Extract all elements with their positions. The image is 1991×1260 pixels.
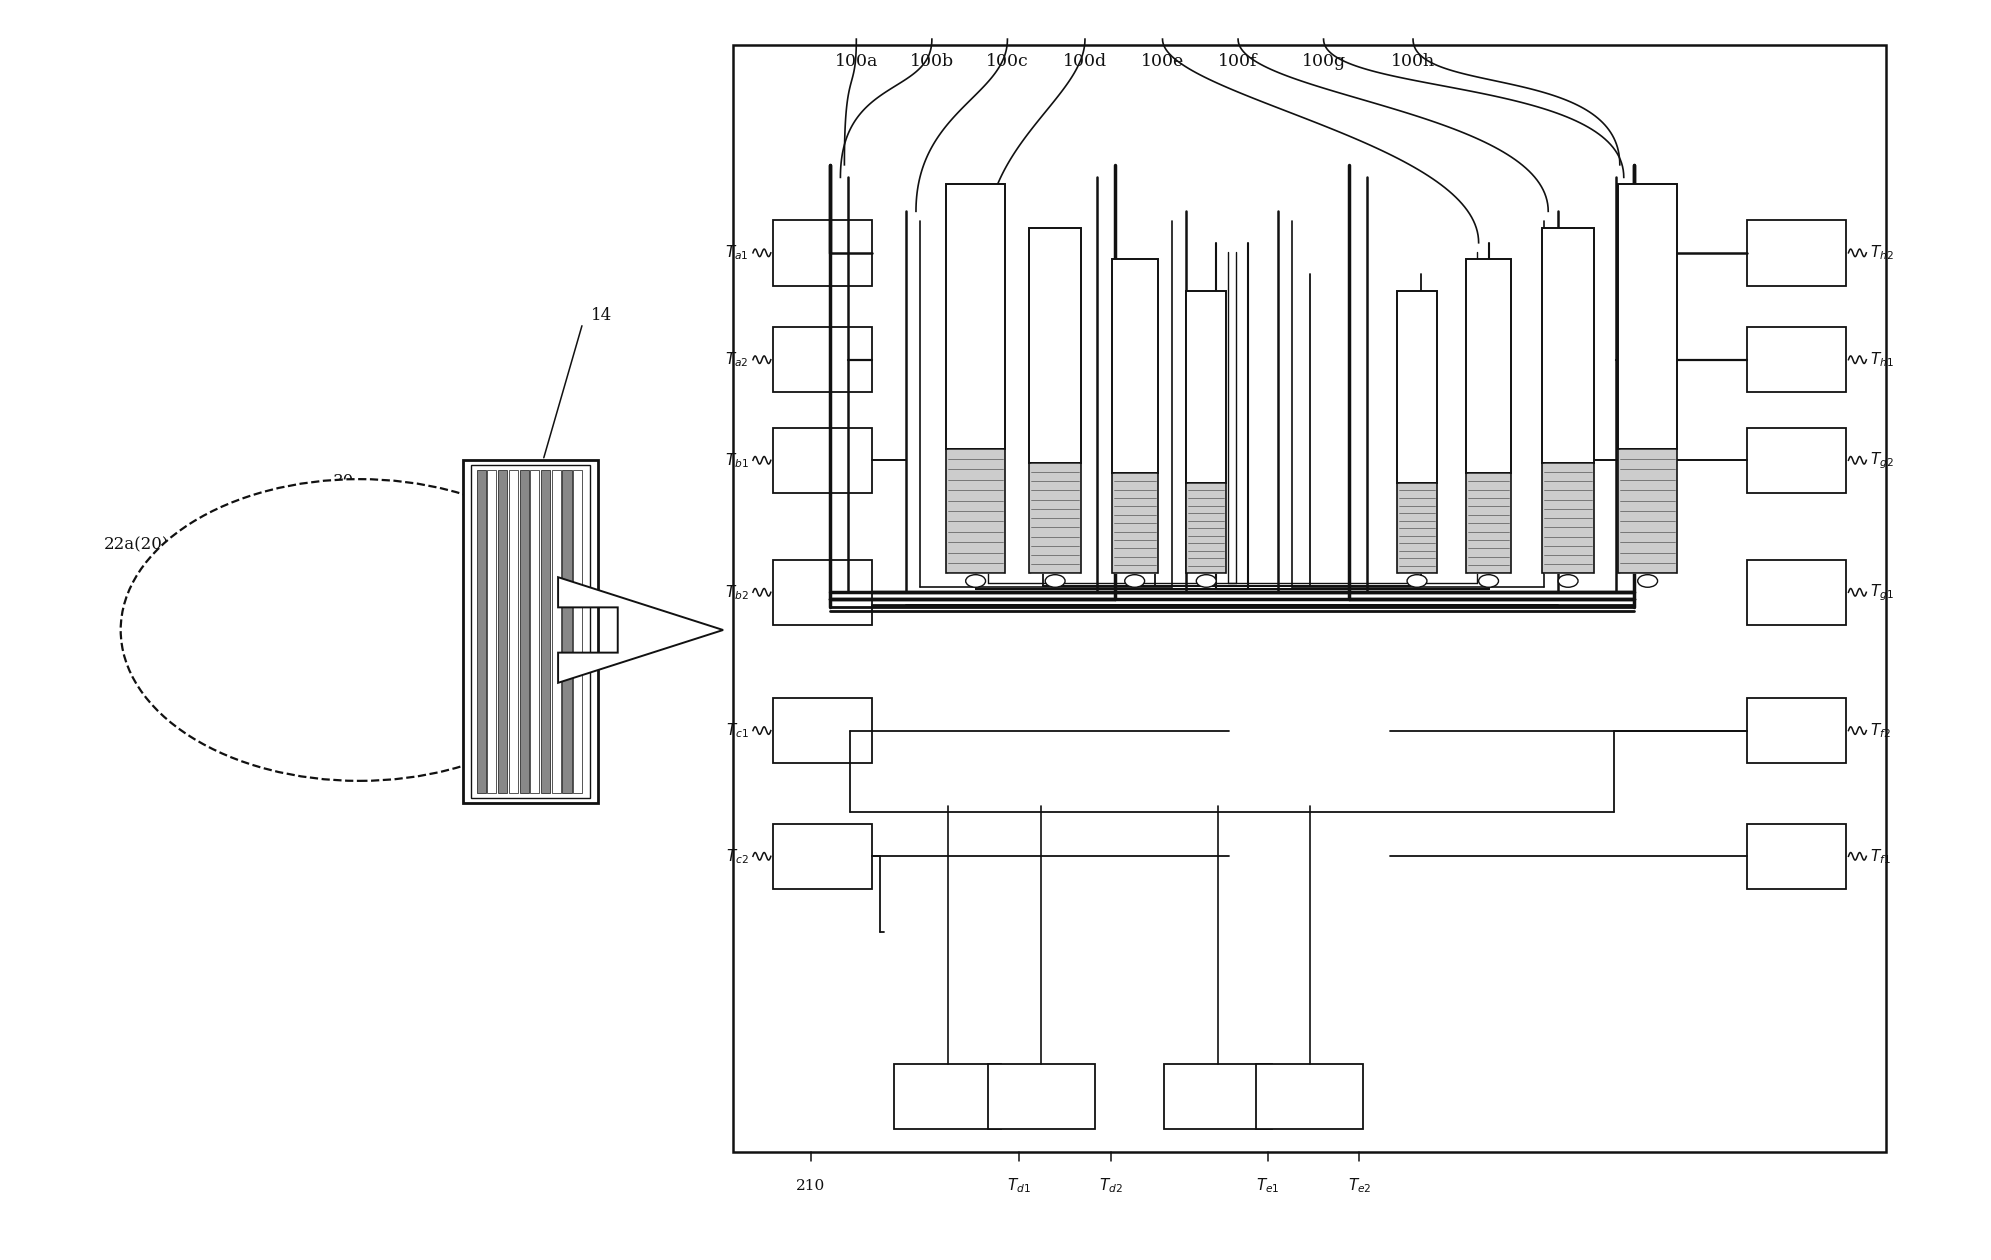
- Text: 100f: 100f: [1218, 53, 1258, 71]
- Bar: [894, 1063, 1001, 1129]
- Text: $T_{a2}$: $T_{a2}$: [725, 350, 749, 369]
- Bar: [1187, 291, 1226, 483]
- Bar: [733, 45, 1885, 1152]
- Bar: [573, 470, 581, 794]
- Bar: [1398, 483, 1438, 573]
- Bar: [530, 470, 540, 794]
- Text: $T_{b2}$: $T_{b2}$: [725, 583, 749, 601]
- Bar: [1746, 559, 1846, 625]
- Bar: [1029, 462, 1081, 573]
- Text: $T_{c1}$: $T_{c1}$: [727, 721, 749, 740]
- Text: $T_{h2}$: $T_{h2}$: [1870, 243, 1893, 262]
- Text: 100a: 100a: [834, 53, 878, 71]
- Bar: [1619, 449, 1678, 573]
- Bar: [1746, 328, 1846, 392]
- Bar: [773, 220, 872, 286]
- Bar: [773, 824, 872, 890]
- Bar: [773, 559, 872, 625]
- Circle shape: [1408, 575, 1428, 587]
- Text: 100b: 100b: [910, 53, 954, 71]
- Bar: [988, 1063, 1095, 1129]
- Bar: [542, 470, 550, 794]
- Text: $T_{b1}$: $T_{b1}$: [725, 451, 749, 470]
- Circle shape: [1125, 575, 1145, 587]
- Text: 22a(20): 22a(20): [104, 536, 169, 553]
- Bar: [476, 470, 486, 794]
- Bar: [1165, 1063, 1272, 1129]
- Bar: [1746, 824, 1846, 890]
- Bar: [1619, 184, 1678, 449]
- Text: $T_{e1}$: $T_{e1}$: [1256, 1177, 1280, 1194]
- Bar: [1111, 260, 1157, 472]
- Bar: [1465, 260, 1511, 472]
- Bar: [1746, 698, 1846, 764]
- Text: $T_{e2}$: $T_{e2}$: [1348, 1177, 1372, 1194]
- Circle shape: [1197, 575, 1217, 587]
- Bar: [946, 184, 1005, 449]
- Bar: [462, 460, 597, 804]
- Text: 100c: 100c: [986, 53, 1029, 71]
- Text: $T_{a1}$: $T_{a1}$: [725, 243, 749, 262]
- Bar: [1187, 483, 1226, 573]
- Text: 100g: 100g: [1302, 53, 1346, 71]
- Text: 100e: 100e: [1141, 53, 1185, 71]
- Bar: [498, 470, 508, 794]
- Text: $T_{g2}$: $T_{g2}$: [1870, 450, 1893, 470]
- Bar: [520, 470, 530, 794]
- Bar: [773, 328, 872, 392]
- Bar: [1543, 228, 1595, 462]
- Circle shape: [1045, 575, 1065, 587]
- Text: $T_{c2}$: $T_{c2}$: [727, 847, 749, 866]
- Circle shape: [121, 479, 597, 781]
- Text: 210: 210: [796, 1178, 824, 1193]
- Text: $T_{d1}$: $T_{d1}$: [1007, 1177, 1031, 1194]
- Text: $T_{f2}$: $T_{f2}$: [1870, 721, 1891, 740]
- Text: 30: 30: [332, 474, 354, 490]
- Bar: [510, 470, 518, 794]
- Circle shape: [1559, 575, 1579, 587]
- Bar: [552, 470, 561, 794]
- Bar: [773, 698, 872, 764]
- Bar: [946, 449, 1005, 573]
- Bar: [1256, 1063, 1364, 1129]
- Bar: [1746, 220, 1846, 286]
- Bar: [1398, 291, 1438, 483]
- Bar: [1543, 462, 1595, 573]
- Bar: [470, 465, 589, 799]
- Text: 14: 14: [591, 307, 613, 324]
- Circle shape: [966, 575, 986, 587]
- Text: $T_{h1}$: $T_{h1}$: [1870, 350, 1893, 369]
- Bar: [773, 427, 872, 493]
- Bar: [563, 470, 571, 794]
- Text: 100d: 100d: [1063, 53, 1107, 71]
- Bar: [1465, 472, 1511, 573]
- Bar: [1029, 228, 1081, 462]
- Text: $T_{g1}$: $T_{g1}$: [1870, 582, 1893, 602]
- Bar: [488, 470, 496, 794]
- Polygon shape: [557, 577, 723, 683]
- Circle shape: [1639, 575, 1659, 587]
- Text: 100h: 100h: [1392, 53, 1436, 71]
- Circle shape: [1479, 575, 1499, 587]
- Bar: [1746, 427, 1846, 493]
- Bar: [1111, 472, 1157, 573]
- Text: $T_{d2}$: $T_{d2}$: [1099, 1177, 1123, 1194]
- Text: $T_{f1}$: $T_{f1}$: [1870, 847, 1891, 866]
